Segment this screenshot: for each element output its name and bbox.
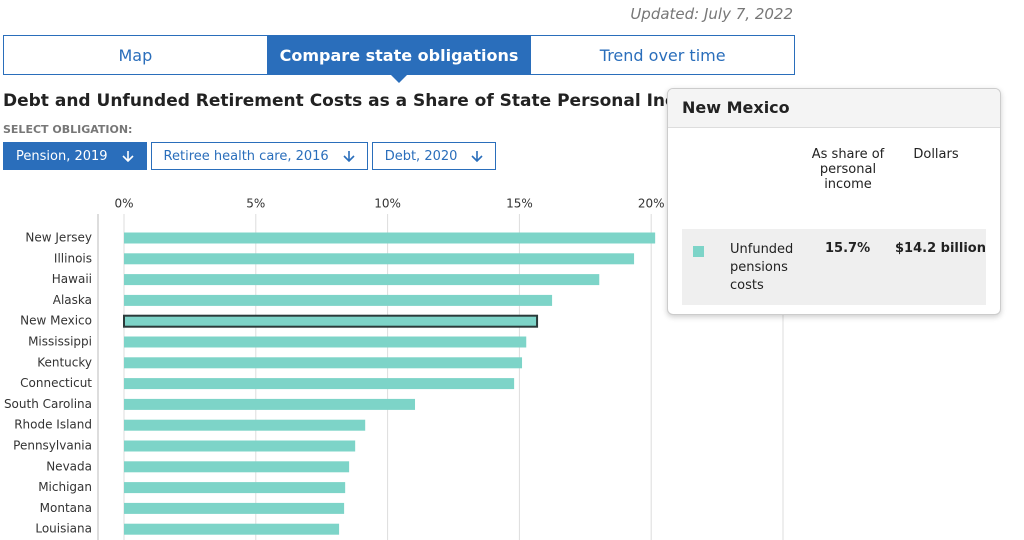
y-tick-label: Montana <box>40 501 92 515</box>
x-tick-label: 10% <box>374 197 401 211</box>
column-header: Dollars <box>913 147 959 162</box>
bar <box>124 419 366 431</box>
y-tick-label: Louisiana <box>35 522 92 536</box>
bar <box>124 274 600 286</box>
obligation-button[interactable]: Debt, 2020 <box>371 142 497 170</box>
arrow-icon <box>121 151 134 162</box>
tab[interactable]: Map <box>4 36 268 74</box>
bar <box>124 461 350 473</box>
x-tick-label: 0% <box>114 197 133 211</box>
x-tick-label: 5% <box>246 197 265 211</box>
y-tick-label: Kentucky <box>37 355 92 369</box>
y-tick-label: Alaska <box>53 293 92 307</box>
y-tick-label: Connecticut <box>20 376 92 390</box>
bar <box>124 398 416 410</box>
bar <box>123 314 539 328</box>
obligation-button[interactable]: Pension, 2019 <box>3 142 147 170</box>
y-tick-label: New Mexico <box>20 314 92 328</box>
x-tick-label: 15% <box>506 197 533 211</box>
bar <box>124 336 527 348</box>
bar <box>124 482 346 494</box>
legend-swatch <box>693 246 704 257</box>
updated-date: Updated: July 7, 2022 <box>630 5 793 23</box>
bar <box>124 378 515 390</box>
y-tick-label: Illinois <box>54 251 92 265</box>
y-tick-label: Nevada <box>46 459 92 473</box>
tab[interactable]: Compare state obligations <box>267 36 532 83</box>
chart-title: Debt and Unfunded Retirement Costs as a … <box>3 91 717 111</box>
bar <box>124 502 345 514</box>
y-tick-label: Pennsylvania <box>13 439 92 453</box>
obligation-button[interactable]: Retiree health care, 2016 <box>150 142 368 170</box>
bar <box>124 523 340 535</box>
y-tick-label: New Jersey <box>25 231 92 245</box>
y-tick-label: Michigan <box>38 480 92 494</box>
dollar-value: $14.2 billion <box>895 241 986 256</box>
y-tick-label: South Carolina <box>4 397 92 411</box>
column-header: As share of personal income <box>811 147 885 192</box>
y-tick-label: Mississippi <box>28 335 92 349</box>
obligation-buttons: Pension, 2019 Retiree health care, 2016 De… <box>3 142 497 170</box>
bar <box>124 357 523 369</box>
arrow-icon <box>471 151 483 162</box>
arrow-icon <box>343 151 355 162</box>
share-value: 15.7% <box>825 241 871 256</box>
bar <box>124 294 553 306</box>
tab-bar: Map Compare state obligations Trend over t… <box>3 35 795 83</box>
bar <box>124 253 635 265</box>
tooltip-title: New Mexico <box>668 89 1000 128</box>
select-label: SELECT OBLIGATION: <box>3 123 133 136</box>
row-label: Unfunded pensions costs <box>730 242 794 293</box>
tab[interactable]: Trend over time <box>531 36 794 74</box>
tab-label: Compare state obligations <box>279 45 519 65</box>
y-tick-label: Hawaii <box>52 272 92 286</box>
tab-label: Trend over time <box>599 45 726 65</box>
obligation-button-label: Retiree health care, 2016 <box>163 148 329 164</box>
tab-label: Map <box>118 45 153 65</box>
obligation-button-label: Pension, 2019 <box>16 148 108 164</box>
y-tick-label: Rhode Island <box>14 418 92 432</box>
bar <box>124 440 356 452</box>
bar <box>124 232 656 244</box>
obligation-button-label: Debt, 2020 <box>384 148 458 164</box>
tooltip: New Mexico As share of personal income D… <box>667 88 1001 315</box>
chart: 0% 5% 10% 15% 20% New Jersey Illinois Hawaii Ala… <box>4 197 784 540</box>
tooltip-row: Unfunded pensions costs 15.7% $14.2 bill… <box>682 229 986 305</box>
x-tick-label: 20% <box>638 197 665 211</box>
